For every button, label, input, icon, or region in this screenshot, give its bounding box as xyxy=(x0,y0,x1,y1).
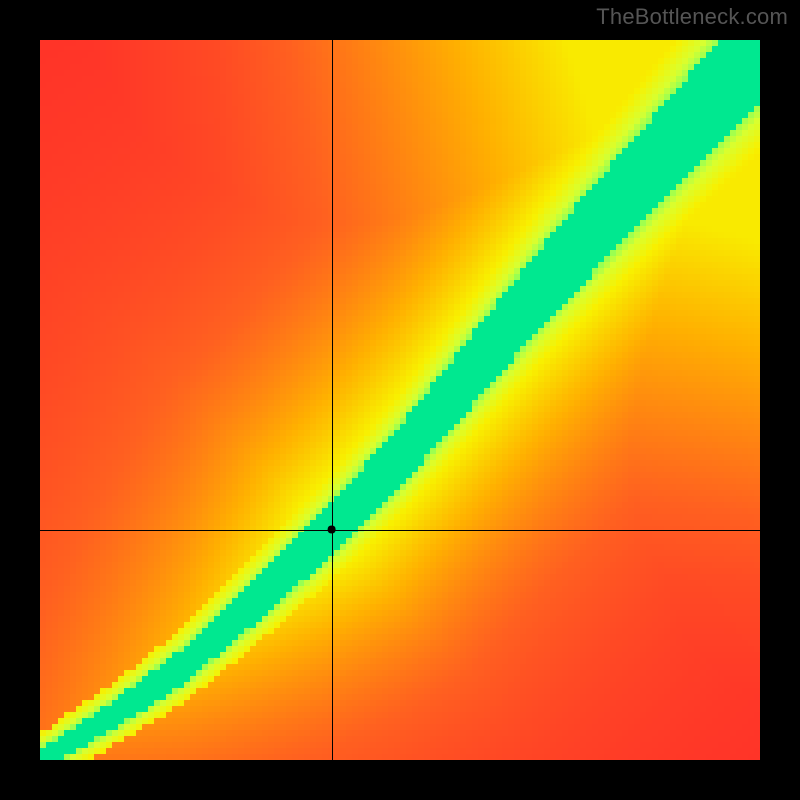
chart-container: TheBottleneck.com xyxy=(0,0,800,800)
crosshair-overlay xyxy=(0,0,800,800)
watermark-text: TheBottleneck.com xyxy=(596,4,788,30)
